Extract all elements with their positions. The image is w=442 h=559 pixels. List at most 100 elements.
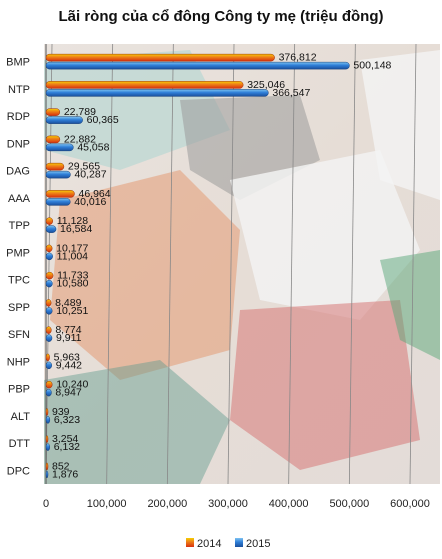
data-label-2015: 45,058: [77, 141, 109, 153]
bar-2014: [45, 53, 275, 62]
data-label-2015: 10,251: [56, 305, 88, 317]
bar-2014: [45, 435, 49, 443]
data-label-2014: 46,964: [78, 188, 110, 200]
x-tick-label: 400,000: [269, 498, 309, 510]
bar-2014: [45, 217, 54, 225]
bars: [45, 53, 350, 479]
data-label-2014: 11,128: [57, 215, 88, 227]
category-label: PMP: [6, 247, 30, 259]
legend-swatch-2014: [186, 538, 194, 547]
category-label: TPC: [8, 275, 30, 287]
bar-2015: [45, 443, 50, 451]
category-label: AAA: [8, 193, 31, 205]
gridline: [348, 43, 356, 485]
bar-2015: [45, 416, 51, 424]
data-label-2015: 500,148: [353, 60, 391, 72]
legend: 2014 2015: [186, 538, 270, 550]
category-label: NTP: [8, 84, 30, 96]
data-label-2015: 60,365: [87, 114, 119, 126]
bar-2015: [45, 198, 71, 206]
bar-2014: [45, 135, 61, 144]
data-label-2014: 22,882: [64, 133, 96, 145]
bar-2015: [45, 116, 83, 124]
bar-2014: [45, 271, 54, 280]
data-label-2015: 366,547: [272, 87, 310, 99]
data-label-2015: 9,442: [56, 359, 82, 371]
gridline: [409, 43, 417, 485]
bar-2014: [45, 162, 65, 171]
data-label-2015: 10,580: [56, 278, 88, 290]
data-label-2015: 6,132: [54, 441, 80, 453]
bar-2014: [45, 326, 52, 334]
bar-2014: [45, 462, 49, 471]
category-label: NHP: [7, 356, 30, 368]
data-label-2015: 9,911: [56, 332, 82, 344]
data-label-2015: 40,016: [74, 196, 106, 208]
category-label: PBP: [8, 384, 30, 396]
category-label: SPP: [8, 302, 30, 314]
legend-label-2015: 2015: [246, 538, 270, 550]
data-label-2014: 10,177: [56, 242, 88, 254]
x-tick-label: 500,000: [329, 498, 369, 510]
category-label: DPC: [7, 465, 30, 477]
category-label: DNP: [7, 138, 30, 150]
bar-2015: [45, 225, 57, 233]
data-label-2014: 852: [52, 460, 70, 472]
category-label: DTT: [9, 438, 31, 450]
gridline: [106, 43, 114, 485]
data-label-2014: 376,812: [279, 52, 317, 64]
gridline: [166, 43, 174, 485]
data-label-2015: 1,876: [52, 468, 78, 480]
plot-background: [44, 44, 440, 484]
category-labels: BMP NTP RDP DNP DAG AAA TPP PMP TPC SPP SFN NHP PBP A…: [6, 57, 31, 478]
bar-2015: [45, 252, 53, 261]
x-tick-label: 0: [43, 498, 49, 510]
bar-2015: [45, 388, 52, 397]
data-label-2014: 8,489: [55, 297, 81, 309]
x-tick-label: 300,000: [208, 498, 248, 510]
category-label: ALT: [11, 411, 31, 423]
x-axis-ticks: 0 100,000 200,000 300,000 400,000 500,000 600,…: [43, 498, 430, 510]
data-label-2014: 10,240: [56, 379, 88, 391]
data-label-2014: 5,963: [54, 351, 80, 363]
data-label-2014: 939: [52, 406, 70, 418]
legend-swatch-2015: [235, 538, 243, 547]
data-label-2014: 22,789: [64, 106, 96, 118]
chart-title: Lãi ròng của cổ đông Công ty mẹ (triệu đ…: [59, 8, 384, 25]
data-label-2014: 3,254: [52, 433, 78, 445]
bar-2015: [45, 307, 53, 315]
bar-2015: [45, 89, 269, 97]
data-label-2015: 40,287: [74, 169, 106, 181]
data-label-2014: 11,733: [57, 270, 88, 282]
category-label: SFN: [8, 329, 30, 341]
gridline: [227, 43, 235, 485]
category-label: TPP: [9, 220, 30, 232]
bar-2015: [45, 470, 49, 479]
bar-2015: [45, 143, 74, 152]
bar-2014: [45, 380, 53, 389]
category-label: RDP: [7, 111, 30, 123]
data-label-2015: 6,323: [54, 414, 80, 426]
bar-2014: [45, 81, 244, 89]
data-label-2015: 11,004: [57, 250, 88, 262]
bar-2014: [45, 299, 52, 307]
bar-2015: [45, 279, 53, 288]
data-label-2014: 29,565: [68, 161, 100, 173]
bar-2015: [45, 334, 53, 342]
bar-2015: [45, 361, 52, 370]
data-label-2015: 16,584: [60, 223, 92, 235]
data-label-2015: 8,947: [55, 387, 81, 399]
legend-label-2014: 2014: [197, 538, 221, 550]
bar-2014: [45, 408, 49, 416]
bar-2015: [45, 170, 71, 179]
data-label-2014: 8,774: [55, 324, 81, 336]
bar-2014: [45, 353, 50, 362]
x-tick-label: 100,000: [87, 498, 127, 510]
bar-2014: [45, 244, 53, 253]
bar-2014: [45, 108, 61, 116]
bar-2015: [45, 61, 350, 70]
category-label: BMP: [6, 57, 30, 69]
x-tick-label: 200,000: [147, 498, 187, 510]
x-tick-label: 600,000: [390, 498, 430, 510]
